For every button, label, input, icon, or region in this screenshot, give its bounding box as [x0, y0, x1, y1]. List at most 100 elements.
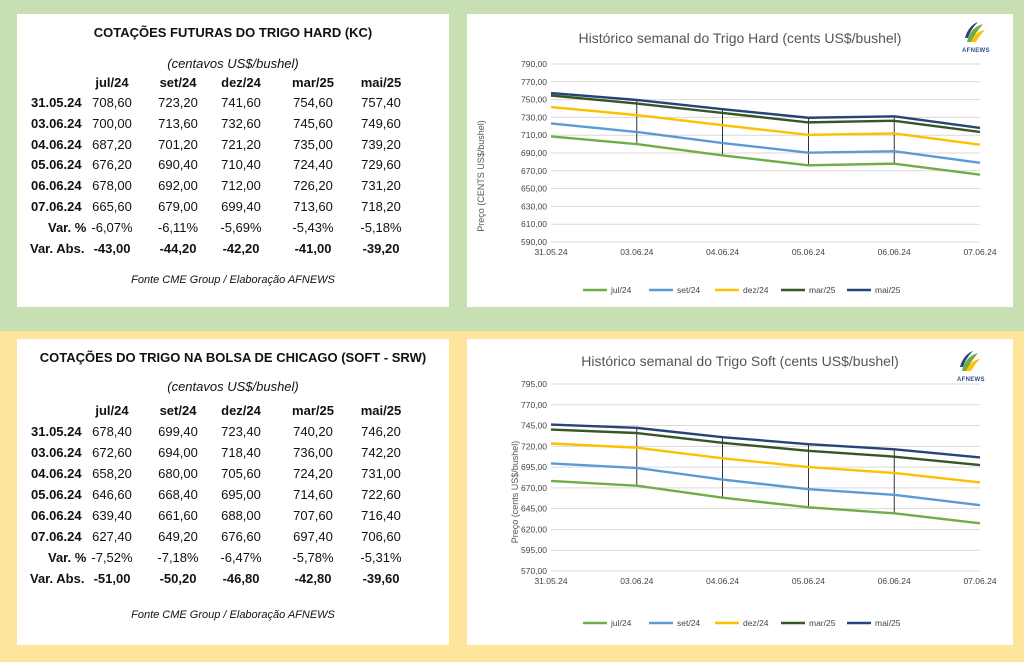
table-cell: 718,40 — [221, 445, 261, 460]
y-tick-label: 620,00 — [521, 524, 547, 534]
table-cell: 676,60 — [221, 529, 261, 544]
x-tick-label: 06.06.24 — [878, 247, 911, 257]
legend-label: mai/25 — [875, 285, 901, 295]
column-header: jul/24 — [95, 75, 129, 90]
x-tick-label: 31.05.24 — [534, 576, 567, 586]
column-header: mai/25 — [360, 403, 402, 418]
table-cell: 649,20 — [158, 529, 198, 544]
y-tick-label: 590,00 — [521, 237, 547, 247]
y-tick-label: 650,00 — [521, 184, 547, 194]
x-tick-label: 04.06.24 — [706, 247, 739, 257]
column-header: set/24 — [159, 75, 197, 90]
table-cell: 724,20 — [293, 466, 333, 481]
table-cell: -44,20 — [159, 240, 197, 256]
table-cell: 713,60 — [293, 199, 333, 214]
table-cell: 701,20 — [158, 136, 198, 152]
legend-label: set/24 — [677, 618, 700, 628]
row-label: Var. % — [48, 550, 87, 565]
legend-label: dez/24 — [743, 618, 769, 628]
row-label: 05.06.24 — [31, 157, 82, 173]
legend-label: mar/25 — [809, 618, 836, 628]
legend-label: jul/24 — [610, 618, 632, 628]
column-header: set/24 — [159, 403, 197, 418]
table-title: COTAÇÕES FUTURAS DO TRIGO HARD (KC) — [93, 25, 373, 40]
column-header: mar/25 — [292, 403, 334, 418]
series-line-jul/24 — [550, 135, 981, 176]
y-tick-label: 745,00 — [521, 421, 547, 431]
series-line-dez/24 — [550, 442, 981, 484]
table-cell: 757,40 — [361, 95, 401, 110]
y-tick-label: 730,00 — [521, 112, 547, 122]
y-tick-label: 645,00 — [521, 504, 547, 514]
row-label: 07.06.24 — [31, 199, 82, 214]
table-cell: 723,20 — [158, 95, 198, 110]
y-tick-label: 750,00 — [521, 95, 547, 105]
table-source: Fonte CME Group / Elaboração AFNEWS — [131, 274, 335, 286]
afnews-logo-icon — [965, 22, 985, 42]
table-cell: -42,20 — [222, 240, 260, 256]
row-label: Var. % — [48, 219, 87, 235]
row-label: 31.05.24 — [31, 95, 82, 110]
table-cell: -6,07% — [91, 219, 133, 235]
table-cell: 754,60 — [293, 95, 333, 110]
table-cell: -6,11% — [157, 219, 199, 235]
table-title: COTAÇÕES DO TRIGO NA BOLSA DE CHICAGO (S… — [39, 350, 427, 365]
y-tick-label: 670,00 — [521, 166, 547, 176]
y-tick-label: 710,00 — [521, 130, 547, 140]
table-cell: 639,40 — [92, 508, 132, 523]
table-cell: 723,40 — [221, 424, 261, 439]
column-header: mai/25 — [360, 75, 402, 90]
soft-wheat-line-chart: Preço (cents US$/bushel) 570,00 595,00 620… — [510, 379, 997, 628]
y-tick-label: 695,00 — [521, 462, 547, 472]
x-tick-label: 03.06.24 — [620, 576, 653, 586]
row-label: 07.06.24 — [31, 529, 82, 544]
legend-label: jul/24 — [610, 285, 632, 295]
table-cell: -6,47% — [220, 550, 262, 565]
table-cell: 736,00 — [293, 445, 333, 460]
series-line-set/24 — [550, 462, 981, 507]
series-line-jul/24 — [550, 479, 981, 525]
legend-label: mar/25 — [809, 285, 836, 295]
row-label: 31.05.24 — [31, 424, 82, 439]
table-cell: 688,00 — [221, 508, 261, 523]
table-cell: 721,20 — [221, 136, 261, 152]
x-tick-label: 03.06.24 — [620, 247, 653, 257]
y-tick-label: 670,00 — [521, 483, 547, 493]
table-cell: 700,00 — [92, 115, 132, 131]
table-cell: 678,00 — [92, 178, 132, 194]
chart-title: Histórico semanal do Trigo Hard (cents U… — [578, 30, 902, 46]
afnews-logo-icon — [960, 351, 980, 371]
table-cell: -46,80 — [222, 571, 260, 586]
column-header: mar/25 — [292, 75, 334, 90]
table-cell: -5,69% — [220, 219, 262, 235]
y-tick-label: 790,00 — [521, 59, 547, 69]
x-tick-label: 04.06.24 — [706, 576, 739, 586]
table-cell: 710,40 — [221, 157, 261, 173]
table-cell: -7,52% — [91, 550, 133, 565]
table-cell: 668,40 — [158, 487, 198, 502]
table-cell: 690,40 — [158, 157, 198, 173]
table-cell: 713,60 — [158, 115, 198, 131]
table-cell: -43,00 — [93, 240, 131, 256]
x-tick-label: 07.06.24 — [963, 576, 996, 586]
table-source: Fonte CME Group / Elaboração AFNEWS — [131, 609, 335, 621]
table-cell: 705,60 — [221, 466, 261, 481]
y-tick-label: 690,00 — [521, 148, 547, 158]
chart-title: Histórico semanal do Trigo Soft (cents U… — [581, 353, 899, 369]
series-line-mar/25 — [550, 428, 981, 467]
table-cell: 739,20 — [361, 136, 401, 152]
table-cell: 712,00 — [221, 178, 261, 194]
legend-label: dez/24 — [743, 285, 769, 295]
table-cell: 741,60 — [221, 95, 261, 110]
row-label: 03.06.24 — [31, 115, 82, 131]
table-cell: 687,20 — [92, 136, 132, 152]
y-tick-label: 770,00 — [521, 77, 547, 87]
soft-wheat-table-card: COTAÇÕES DO TRIGO NA BOLSA DE CHICAGO (S… — [17, 339, 449, 645]
table-cell: 680,00 — [158, 466, 198, 481]
x-tick-label: 06.06.24 — [878, 576, 911, 586]
row-label: 04.06.24 — [31, 466, 82, 481]
series-line-mai/25 — [550, 91, 981, 130]
table-cell: 735,00 — [293, 136, 333, 152]
table-cell: 718,20 — [361, 199, 401, 214]
table-cell: 726,20 — [293, 178, 333, 194]
